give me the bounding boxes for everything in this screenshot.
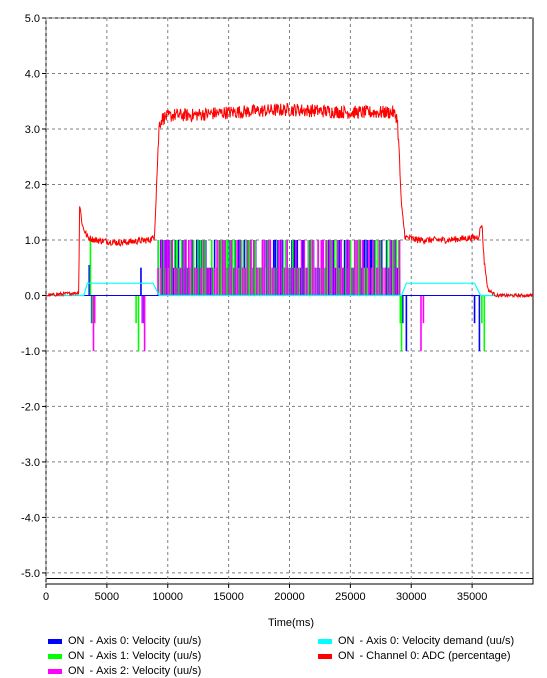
legend-state: ON — [338, 635, 355, 647]
legend-item[interactable]: ON - Axis 1: Velocity (uu/s) — [48, 649, 201, 663]
legend-separator: - — [359, 650, 364, 662]
series-channel0-adc — [45, 102, 534, 299]
legend-separator: - — [89, 665, 94, 677]
y-tick-label: 0.0 — [25, 290, 40, 302]
y-tick-label: -2.0 — [21, 401, 40, 413]
legend-swatch — [318, 653, 332, 659]
chart: 5.0 4.0 3.0 2.0 1.0 0.0 -1.0 -2.0 -3.0 -4.0 -5.00 5… — [21, 13, 534, 629]
legend-label: Axis 1: Velocity (uu/s) — [96, 650, 202, 662]
x-axis-title: Time(ms) — [268, 617, 314, 629]
legend-label: Channel 0: ADC (percentage) — [366, 650, 511, 662]
legend-label: Axis 2: Velocity (uu/s) — [96, 665, 202, 677]
y-tick-label: 1.0 — [25, 235, 40, 247]
y-tick-label: -4.0 — [21, 512, 40, 524]
legend-item[interactable]: ON - Channel 0: ADC (percentage) — [318, 649, 510, 663]
legend-item[interactable]: ON - Axis 2: Velocity (uu/s) — [48, 664, 201, 678]
legend-swatch — [318, 638, 332, 644]
x-tick-label: 5000 — [95, 591, 119, 603]
x-tick-label: 25000 — [335, 591, 366, 603]
x-tick-label: 10000 — [152, 591, 183, 603]
y-tick-label: 4.0 — [25, 68, 40, 80]
series-velocity-demand — [46, 282, 533, 297]
legend-label: Axis 0: Velocity demand (uu/s) — [366, 635, 515, 647]
legend-label: Axis 0: Velocity (uu/s) — [96, 635, 202, 647]
x-tick-label: 35000 — [457, 591, 488, 603]
y-tick-label: -1.0 — [21, 346, 40, 358]
x-tick-label: 15000 — [213, 591, 244, 603]
legend-separator: - — [359, 635, 364, 647]
legend-state: ON — [68, 635, 85, 647]
legend-item[interactable]: ON - Axis 0: Velocity demand (uu/s) — [318, 634, 514, 648]
legend-swatch — [48, 653, 62, 659]
y-tick-label: -5.0 — [21, 568, 40, 580]
legend-state: ON — [68, 665, 85, 677]
y-tick-label: 5.0 — [25, 13, 40, 25]
tick-labels: 5.0 4.0 3.0 2.0 1.0 0.0 -1.0 -2.0 -3.0 -4.0 -5.00 5… — [21, 13, 487, 603]
y-tick-label: -3.0 — [21, 457, 40, 469]
dense-spikes — [157, 240, 401, 296]
y-tick-label: 2.0 — [25, 179, 40, 191]
legend-state: ON — [338, 650, 355, 662]
legend-swatch — [48, 638, 62, 644]
x-tick-label: 30000 — [396, 591, 427, 603]
legend-item[interactable]: ON - Axis 0: Velocity (uu/s) — [48, 634, 201, 648]
x-tick-label: 0 — [43, 591, 49, 603]
grid — [45, 17, 533, 584]
legend-state: ON — [68, 650, 85, 662]
x-tick-label: 20000 — [274, 591, 305, 603]
series-axis-2-velocity-uu-s- — [92, 240, 425, 351]
legend-separator: - — [89, 635, 94, 647]
legend: ON - Axis 0: Velocity (uu/s) ON - Axis 1: Vel… — [0, 632, 547, 678]
legend-separator: - — [89, 650, 94, 662]
legend-swatch — [48, 668, 62, 674]
y-tick-label: 3.0 — [25, 124, 40, 136]
series-layer — [45, 102, 534, 351]
